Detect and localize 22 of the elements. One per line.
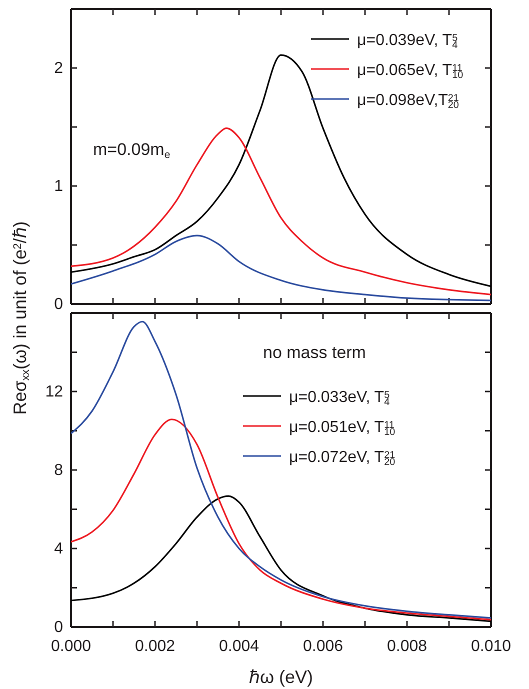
x-tick-label: 0.000 (50, 638, 92, 655)
annotation: m=0.09m$_{e}$ (93, 140, 170, 162)
x-tick-label: 0.002 (134, 638, 176, 655)
line-series (71, 234, 491, 302)
line-series (71, 127, 491, 296)
y-tick-label: 0 (54, 619, 64, 636)
line-series (71, 54, 491, 288)
x-axis-title: ℏω (eV) (248, 667, 314, 687)
x-tick-label: 0.010 (470, 638, 512, 655)
y-tick-label: 8 (54, 462, 64, 480)
line-series (71, 495, 491, 622)
y-tick-label: 12 (45, 384, 64, 401)
y-tick-label: 2 (54, 60, 64, 78)
y-tick-label: 4 (54, 540, 64, 558)
annotation: no mass term (263, 343, 366, 362)
x-tick-label: 0.008 (386, 638, 428, 655)
x-tick-label: 0.006 (302, 638, 344, 655)
y-tick-label: 0 (54, 296, 64, 314)
x-tick-label: 0.004 (218, 638, 260, 655)
line-series (71, 418, 491, 621)
line-series (71, 320, 491, 619)
y-tick-label: 1 (54, 178, 64, 196)
